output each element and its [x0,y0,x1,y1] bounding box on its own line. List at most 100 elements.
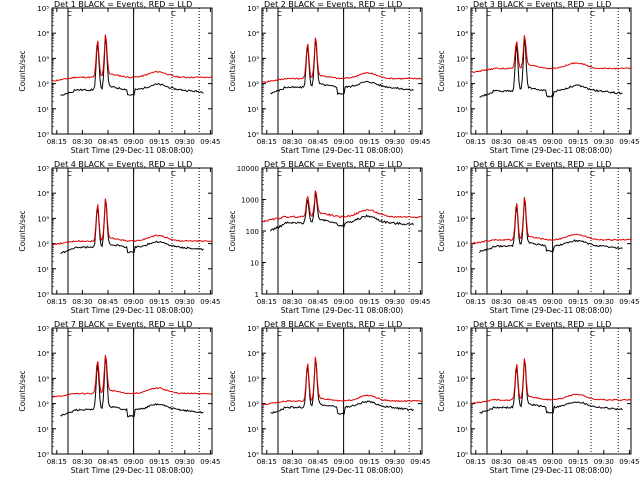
chart-title: Det 3 BLACK = Events, RED = LLD [473,0,611,9]
x-tick-label: 09:00 [334,298,354,306]
y-tick-label: 10³ [247,375,259,383]
y-tick-label: 10 [250,260,259,268]
plot-frame [261,167,423,295]
x-tick-label: 09:00 [334,458,354,466]
chart-panel-2: Det 2 BLACK = Events, RED = LLD 10⁰ 10¹ 10²… [228,0,430,155]
y-tick-label: 10⁴ [456,190,468,198]
annotation-marker: C [171,10,176,18]
y-tick-label: 10¹ [37,266,49,274]
y-axis-label: Counts/sec [18,50,27,91]
y-tick-label: 10⁵ [456,325,468,333]
annotation-marker: C [486,330,491,338]
x-tick-label: 08:30 [282,298,302,306]
x-tick-label: 09:15 [568,298,588,306]
y-tick-label: 10² [456,401,468,409]
x-tick-label: 09:45 [410,138,430,146]
annotation-marker: C [486,170,491,178]
y-tick-label: 10³ [37,215,49,223]
events-series-line [479,360,623,414]
lld-series-line [51,34,213,82]
x-tick-label: 08:15 [47,298,67,306]
x-axis-label: Start Time (29-Dec-11 08:08:00) [490,306,612,315]
annotation-marker: C [277,330,282,338]
y-tick-label: 10⁵ [456,5,468,13]
x-tick-label: 09:45 [200,298,220,306]
y-tick-label: 10⁵ [247,5,259,13]
lld-series-line [261,37,423,84]
y-tick-label: 10¹ [247,106,259,114]
chart-panel-7: Det 7 BLACK = Events, RED = LLD 10⁰ 10¹ 10²… [18,320,220,475]
x-tick-label: 09:30 [175,138,195,146]
plot-frame [261,7,423,135]
annotation-marker: C [277,10,282,18]
x-tick-label: 08:30 [491,458,511,466]
y-tick-label: 10⁰ [456,131,468,139]
events-series-line [479,39,623,98]
y-tick-label: 10⁵ [37,165,49,173]
x-tick-label: 09:45 [619,458,639,466]
y-axis-label: Counts/sec [228,370,237,411]
plot-frame [51,7,213,135]
chart-panel-9: Det 9 BLACK = Events, RED = LLD 10⁰ 10¹ 10²… [437,320,639,475]
y-tick-label: 10² [456,241,468,249]
chart-title: Det 1 BLACK = Events, RED = LLD [54,0,192,9]
x-tick-label: 09:15 [359,298,379,306]
y-tick-label: 10³ [456,55,468,63]
y-tick-label: 10¹ [456,426,468,434]
x-tick-label: 08:45 [308,298,328,306]
lld-series-line [51,198,213,246]
y-tick-label: 10⁴ [37,190,49,198]
x-tick-label: 09:30 [385,298,405,306]
y-tick-label: 10⁴ [456,350,468,358]
y-axis-label: Counts/sec [18,370,27,411]
events-series-line [479,200,623,254]
x-tick-label: 08:15 [47,458,67,466]
chart-panel-1: Det 1 BLACK = Events, RED = LLD 10⁰ 10¹ 10²… [18,0,220,155]
lld-series-line [261,190,423,223]
y-tick-label: 10⁰ [456,451,468,459]
events-series-line [270,192,414,232]
x-tick-label: 09:30 [594,138,614,146]
x-tick-label: 08:15 [257,138,277,146]
x-tick-label: 09:15 [568,458,588,466]
y-tick-label: 10¹ [456,106,468,114]
y-axis-label: Counts/sec [228,210,237,251]
y-tick-label: 10³ [456,215,468,223]
chart-title: Det 6 BLACK = Events, RED = LLD [473,160,611,169]
y-tick-label: 10⁴ [247,30,259,38]
y-axis-label: Counts/sec [437,370,446,411]
x-axis-label: Start Time (29-Dec-11 08:08:00) [490,146,612,155]
x-axis-label: Start Time (29-Dec-11 08:08:00) [71,466,193,475]
y-tick-label: 10⁰ [247,131,259,139]
y-tick-label: 10⁴ [37,350,49,358]
x-tick-label: 08:45 [517,458,537,466]
x-tick-label: 08:30 [282,458,302,466]
y-tick-label: 10⁴ [247,350,259,358]
y-tick-label: 10⁵ [247,325,259,333]
chart-title: Det 2 BLACK = Events, RED = LLD [264,0,402,9]
x-tick-label: 08:15 [257,298,277,306]
x-tick-label: 08:15 [47,138,67,146]
y-tick-label: 10² [456,81,468,89]
x-tick-label: 09:45 [200,458,220,466]
annotation-marker: C [67,10,72,18]
events-series-line [60,36,204,96]
chart-panel-8: Det 8 BLACK = Events, RED = LLD 10⁰ 10¹ 10²… [228,320,430,475]
x-tick-label: 09:15 [568,138,588,146]
x-tick-label: 09:30 [175,298,195,306]
x-tick-label: 08:15 [257,458,277,466]
annotation-marker: C [381,10,386,18]
x-axis-label: Start Time (29-Dec-11 08:08:00) [281,146,403,155]
x-tick-label: 09:30 [594,458,614,466]
lld-series-line [470,197,632,245]
y-tick-label: 10⁵ [456,165,468,173]
x-tick-label: 09:00 [334,138,354,146]
events-series-line [270,360,414,416]
x-axis-label: Start Time (29-Dec-11 08:08:00) [281,306,403,315]
x-tick-label: 09:45 [410,458,430,466]
chart-title: Det 7 BLACK = Events, RED = LLD [54,320,192,329]
x-tick-label: 08:45 [517,298,537,306]
lld-series-line [51,354,213,398]
x-tick-label: 08:45 [308,458,328,466]
